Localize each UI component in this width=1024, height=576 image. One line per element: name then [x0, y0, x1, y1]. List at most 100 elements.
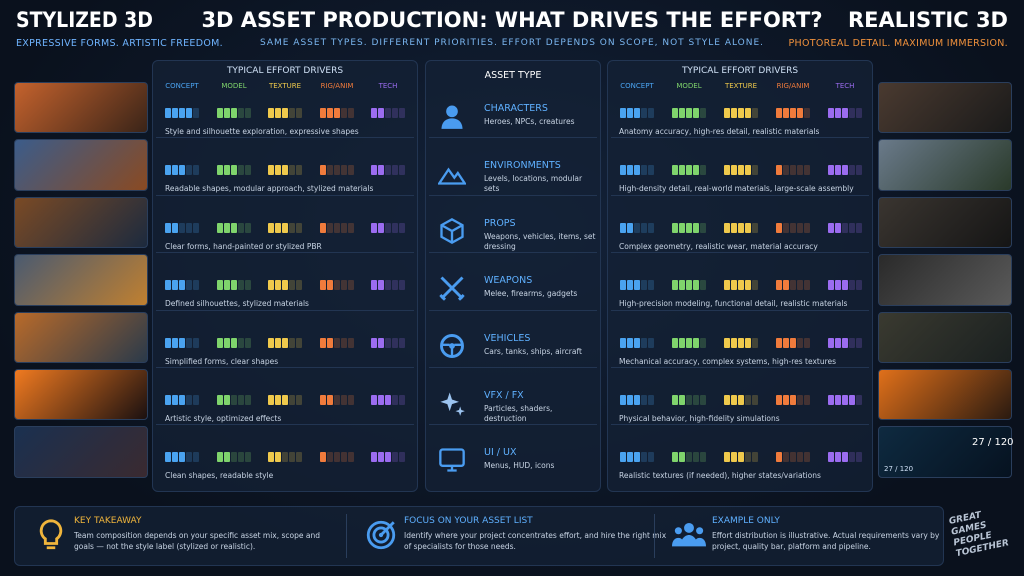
- bar-segment: [700, 337, 706, 348]
- bar-segment: [165, 395, 171, 405]
- bar-segment: [828, 280, 834, 291]
- bar-segment: [797, 165, 803, 176]
- bar-segment: [224, 108, 230, 118]
- asset-panel: [425, 60, 601, 492]
- bar-segment: [392, 337, 398, 348]
- effort-bar: [672, 222, 706, 233]
- bar-segment: [341, 222, 347, 233]
- bar-segment: [231, 165, 237, 176]
- bar-segment: [289, 165, 295, 176]
- bar-segment: [296, 280, 302, 291]
- effort-bar: [620, 452, 654, 463]
- effort-bar: [217, 165, 251, 176]
- icon: [439, 276, 465, 301]
- effort-bar: [165, 395, 199, 405]
- asset-type-title: ASSET TYPE: [484, 70, 542, 81]
- bar-segment: [731, 337, 737, 348]
- bar-segment: [797, 337, 803, 348]
- bar-segment: [341, 108, 347, 118]
- bar-segment: [327, 108, 333, 118]
- bar-segment: [842, 337, 848, 348]
- bar-segment: [672, 395, 678, 405]
- bar-segment: [797, 395, 803, 405]
- bar-segment: [371, 222, 377, 233]
- stylized-thumbnail: [14, 311, 148, 363]
- column-label: MODEL: [676, 82, 702, 90]
- bar-segment: [627, 165, 633, 176]
- bar-segment: [856, 337, 862, 348]
- bar-segment: [835, 337, 841, 348]
- bar-segment: [392, 165, 398, 176]
- row-divider: [156, 367, 414, 368]
- bar-segment: [224, 452, 230, 463]
- bar-segment: [217, 222, 223, 233]
- bar-segment: [752, 108, 758, 118]
- bar-segment: [620, 337, 626, 348]
- row-divider: [156, 424, 414, 426]
- realistic-note: Complex geometry, realistic wear, materi…: [619, 241, 818, 251]
- bar-segment: [186, 280, 192, 291]
- bar-segment: [179, 452, 185, 463]
- bar-segment: [835, 222, 841, 233]
- effort-bar: [776, 280, 810, 291]
- effort-bar: [165, 452, 199, 463]
- effort-bar: [724, 280, 758, 291]
- bar-segment: [641, 395, 647, 405]
- bar-segment: [224, 280, 230, 291]
- effort-bar: [724, 452, 758, 463]
- bar-segment: [327, 337, 333, 348]
- row-divider: [429, 252, 597, 254]
- realistic-thumbnail: [878, 196, 1012, 249]
- bar-segment: [327, 222, 333, 233]
- effort-bar: [620, 165, 654, 176]
- bar-segment: [634, 108, 640, 118]
- bar-segment: [348, 395, 354, 405]
- bar-segment: [172, 280, 178, 291]
- bar-segment: [327, 452, 333, 463]
- effort-bar: [165, 280, 199, 291]
- bar-segment: [797, 222, 803, 233]
- bar-segment: [334, 165, 340, 176]
- bar-segment: [275, 165, 281, 176]
- column-label: CONCEPT: [620, 82, 654, 90]
- asset-desc: Levels, locations, modular sets: [484, 174, 583, 194]
- bar-segment: [245, 395, 251, 405]
- bar-segment: [217, 108, 223, 118]
- row-divider: [156, 252, 414, 254]
- stylized-thumbnail: [14, 196, 148, 249]
- bar-segment: [378, 165, 384, 176]
- footer-divider: [346, 514, 347, 558]
- bar-segment: [804, 165, 810, 176]
- stylized-thumbnail: [14, 426, 148, 478]
- effort-bar: [828, 280, 862, 291]
- stylized-note: Simplified forms, clear shapes: [165, 356, 279, 366]
- effort-bar: [828, 395, 862, 405]
- bar-segment: [738, 395, 744, 405]
- brand: GREAT GAMES PEOPLE TOGETHER: [948, 510, 1010, 560]
- bar-segment: [648, 337, 654, 348]
- realistic-thumbnail: [878, 82, 1012, 134]
- bar-segment: [193, 337, 199, 348]
- bar-segment: [238, 222, 244, 233]
- bar-segment: [856, 280, 862, 291]
- bar-segment: [392, 452, 398, 463]
- bar-segment: [700, 165, 706, 176]
- bar-segment: [165, 337, 171, 348]
- bar-segment: [172, 337, 178, 348]
- bar-segment: [186, 452, 192, 463]
- bar-segment: [634, 337, 640, 348]
- bar-segment: [745, 280, 751, 291]
- bar-segment: [731, 108, 737, 118]
- bar-segment: [620, 452, 626, 463]
- bar-segment: [193, 108, 199, 118]
- stylized-thumbnail: [14, 369, 148, 421]
- bar-segment: [724, 452, 730, 463]
- bar-segment: [745, 337, 751, 348]
- bar-segment: [724, 222, 730, 233]
- realistic-thumbnail: [878, 311, 1012, 363]
- bar-segment: [245, 280, 251, 291]
- stylized-thumbnail: [14, 82, 148, 134]
- bar-segment: [282, 395, 288, 405]
- bar-segment: [783, 395, 789, 405]
- icon: [440, 217, 464, 244]
